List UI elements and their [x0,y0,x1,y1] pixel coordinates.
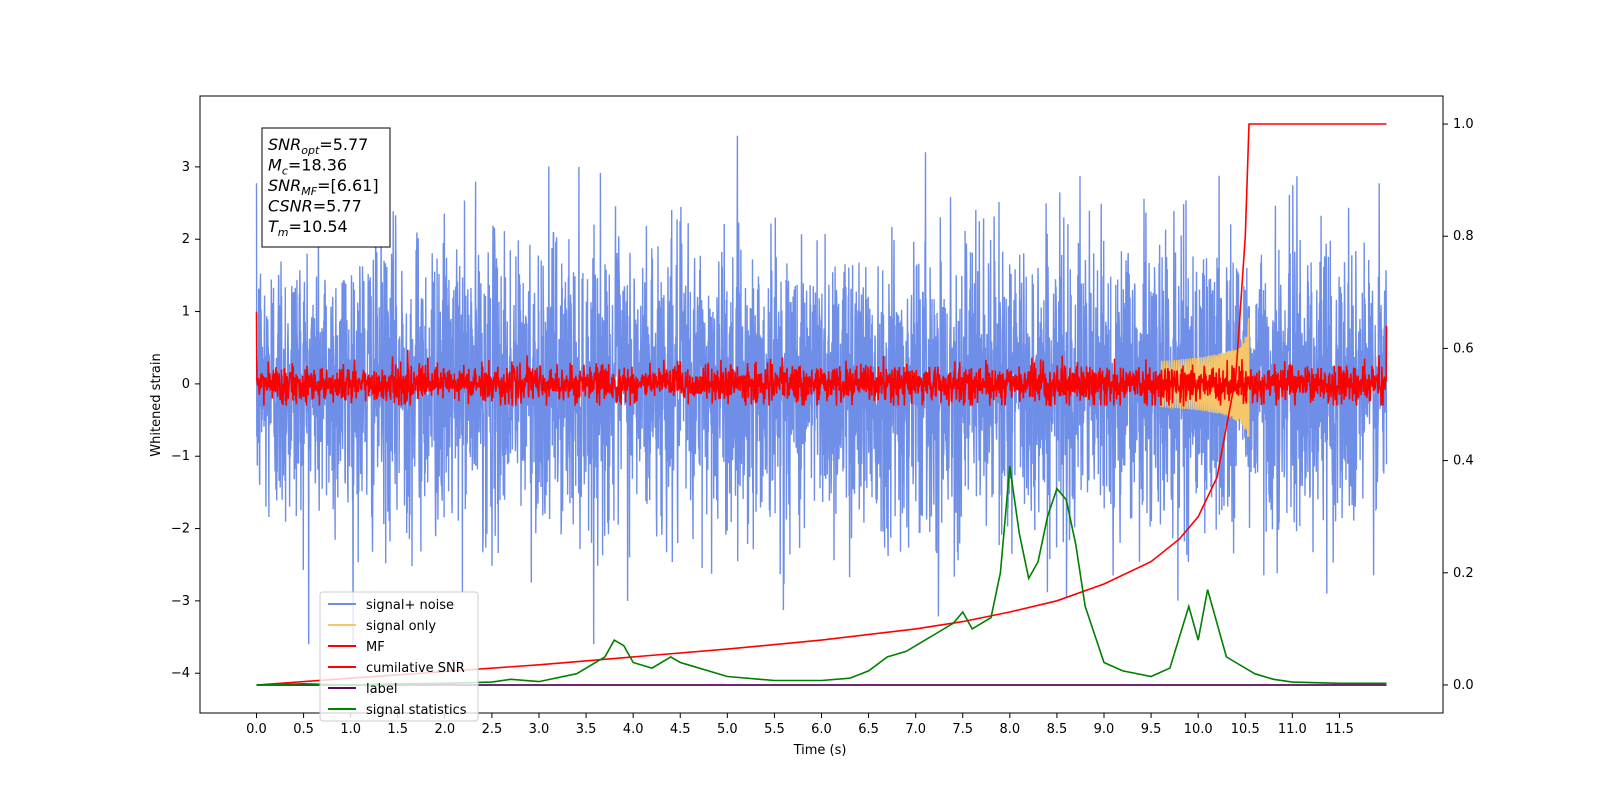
y-tick-label: −1 [171,449,190,464]
mf-line [255,311,1388,407]
x-tick-label: 6.0 [811,722,832,737]
info-line: SNRopt=5.77 [268,135,368,157]
y2-tick-label: 1.0 [1453,117,1474,132]
x-tick-label: 7.5 [952,722,973,737]
x-tick-label: 0.0 [246,722,267,737]
x-tick-label: 8.0 [999,722,1020,737]
y2-tick-label: 0.8 [1453,229,1474,244]
y-tick-label: −3 [171,594,190,609]
legend-label: signal statistics [366,703,467,718]
x-tick-label: 10.0 [1184,722,1213,737]
info-box-frame [261,127,391,248]
signal-statistics-line [256,466,1387,686]
x-tick-label: 11.0 [1278,722,1307,737]
legend-label: label [366,682,397,697]
legend-frame [319,591,479,722]
x-tick-label: 11.5 [1325,722,1354,737]
y-tick-label: −4 [171,666,190,681]
cumulative-snr-line [256,123,1387,686]
x-axis-label: Time (s) [793,743,847,758]
x-tick-label: 2.0 [434,722,455,737]
info-line: Mc=18.36 [268,156,347,178]
info-box: SNRopt=5.77Mc=18.36SNRMF=[6.61]CSNR=5.77… [261,127,391,248]
x-tick-label: 5.5 [764,722,785,737]
y-axis-label: Whitened strain [149,353,164,456]
series-signal-statistics [256,466,1387,686]
y-tick-label: 0 [182,377,190,392]
y-axis-left: 3 2 1 0 −1 −2 −3 −4 [171,160,200,681]
info-line: CSNR=5.77 [268,197,362,216]
x-axis: 0.0 0.5 1.0 1.5 2.0 2.5 3.0 3.5 4.0 4.5 5.0 5.5 6.0 6… [246,713,1354,737]
x-tick-label: 2.5 [482,722,503,737]
y-axis-right: 0.0 0.2 0.4 0.6 0.8 1.0 [1443,117,1474,693]
y-tick-label: −2 [171,522,190,537]
x-tick-label: 9.0 [1094,722,1115,737]
series-mf [255,311,1388,407]
legend: signal+ noise signal only MF cumilative SNR… [319,591,479,722]
y2-tick-label: 0.0 [1453,678,1474,693]
series-cumulative-snr [256,123,1387,686]
x-tick-label: 8.5 [1047,722,1068,737]
x-tick-label: 4.0 [623,722,644,737]
legend-label: signal+ noise [366,598,454,613]
info-line: SNRMF=[6.61] [268,176,379,198]
info-line: Tm=10.54 [268,217,348,239]
x-tick-label: 3.0 [529,722,550,737]
legend-label: MF [366,640,385,655]
x-tick-label: 10.5 [1231,722,1260,737]
y2-tick-label: 0.6 [1453,341,1474,356]
y2-tick-label: 0.4 [1453,454,1474,469]
x-tick-label: 5.0 [717,722,738,737]
y-tick-label: 3 [182,160,190,175]
x-tick-label: 0.5 [293,722,314,737]
legend-label: signal only [366,619,436,634]
x-tick-label: 9.5 [1141,722,1162,737]
x-tick-label: 6.5 [858,722,879,737]
x-tick-label: 1.0 [340,722,361,737]
x-tick-label: 7.0 [905,722,926,737]
x-tick-label: 3.5 [576,722,597,737]
x-tick-label: 4.5 [670,722,691,737]
legend-label: cumilative SNR [366,661,465,676]
x-tick-label: 1.5 [387,722,408,737]
y-tick-label: 2 [182,232,190,247]
y-tick-label: 1 [182,305,190,320]
y2-tick-label: 0.2 [1453,566,1474,581]
